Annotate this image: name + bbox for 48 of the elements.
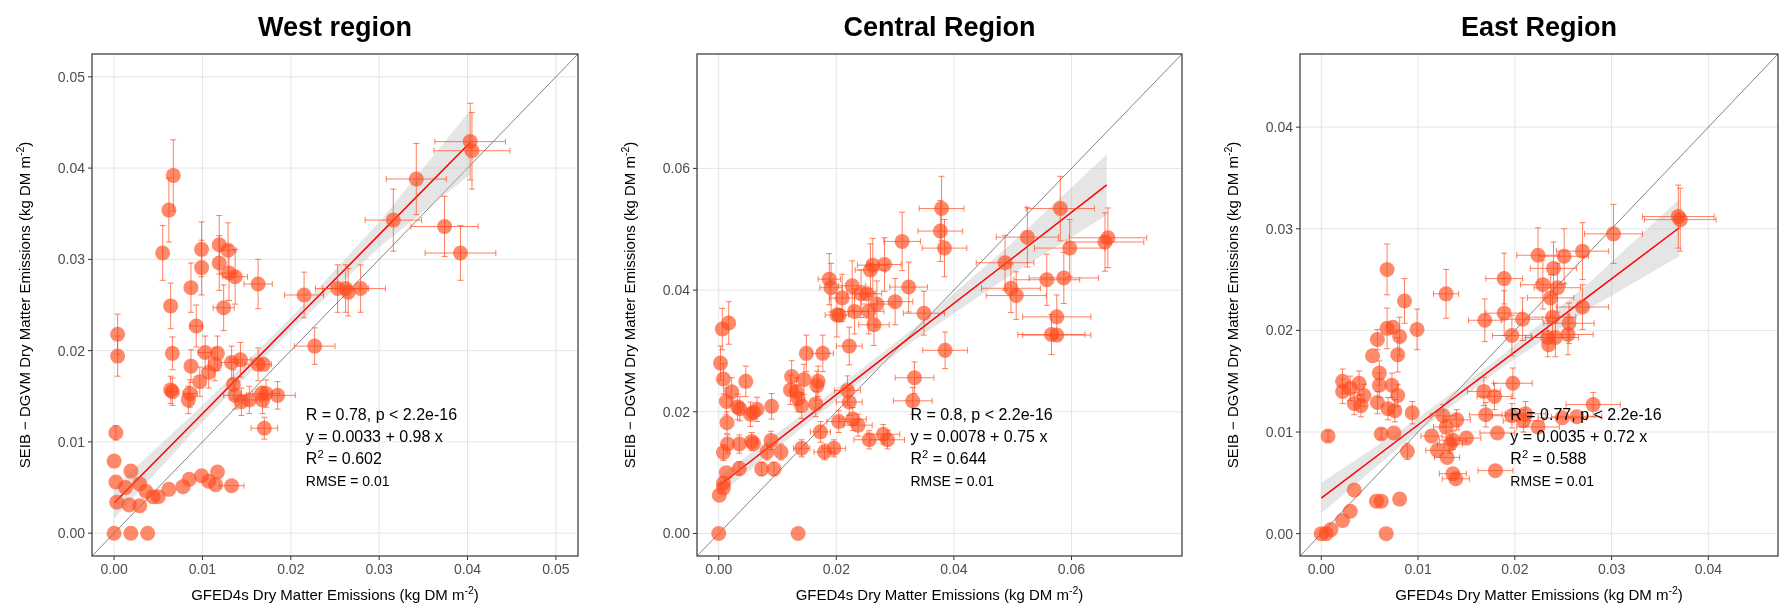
x-tick-label: 0.01 (188, 561, 217, 577)
annotation: RMSE = 0.01 (305, 473, 390, 490)
x-tick-label: 0.04 (453, 561, 482, 577)
y-tick-label: 0.01 (57, 433, 86, 450)
x-axis-title: GFED4s Dry Matter Emissions (kg DM m$^{-2}$) (795, 584, 1084, 603)
x-axis-title: GFED4s Dry Matter Emissions (kg DM m$^{-2}$) (191, 584, 479, 603)
y-tick-label: 0.03 (57, 251, 86, 268)
y-tick-label: 0.04 (57, 160, 86, 177)
y-tick-label: 0.01 (1265, 424, 1294, 441)
annotation: RMSE = 0.01 (910, 473, 995, 490)
x-axis-title: GFED4s Dry Matter Emissions (kg DM m$^{-2}$) (1395, 584, 1683, 603)
y-tick-label: 0.04 (1265, 119, 1294, 136)
chart-title: East Region (1460, 12, 1618, 42)
annotation: R = 0.78, p < 2.2e-16 (305, 406, 458, 424)
y-tick-label: 0.00 (57, 525, 86, 542)
annotation: y = 0.0035 + 0.72 x (1510, 428, 1648, 446)
y-tick-label: 0.03 (1265, 220, 1294, 237)
y-tick-label: 0.02 (662, 403, 691, 420)
x-tick-label: 0.06 (1057, 561, 1086, 577)
annotation: R = 0.77, p < 2.2e-16 (1510, 406, 1662, 424)
chart-title: Central Region (843, 12, 1036, 42)
x-tick-label: 0.03 (365, 561, 394, 577)
annotation: R$^{2}$ = 0.588 (1510, 448, 1587, 468)
x-tick-label: 0.02 (1501, 561, 1529, 577)
x-tick-label: 0.04 (1694, 561, 1723, 577)
annotation: R$^{2}$ = 0.602 (305, 448, 383, 468)
x-tick-label: 0.04 (940, 561, 968, 577)
x-tick-label: 0.00 (100, 561, 128, 577)
y-tick-label: 0.05 (57, 68, 86, 85)
y-tick-label: 0.04 (662, 282, 691, 299)
x-tick-label: 0.00 (1307, 561, 1336, 577)
x-tick-label: 0.02 (822, 561, 851, 577)
x-tick-label: 0.02 (277, 561, 305, 577)
annotation: RMSE = 0.01 (1510, 473, 1595, 490)
annotation: R$^{2}$ = 0.644 (910, 448, 987, 468)
y-tick-label: 0.06 (662, 160, 691, 177)
x-tick-label: 0.00 (705, 561, 733, 577)
y-tick-label: 0.02 (57, 342, 86, 359)
x-tick-label: 0.03 (1597, 561, 1626, 577)
annotation: y = 0.0078 + 0.75 x (910, 428, 1048, 446)
annotation: R = 0.8, p < 2.2e-16 (910, 406, 1053, 424)
chart-title: West region (257, 12, 413, 42)
annotation: y = 0.0033 + 0.98 x (305, 428, 443, 446)
y-tick-label: 0.00 (1265, 525, 1294, 542)
x-tick-label: 0.05 (542, 561, 570, 577)
y-tick-label: 0.02 (1265, 322, 1294, 339)
y-tick-label: 0.00 (662, 525, 691, 542)
x-tick-label: 0.01 (1404, 561, 1432, 577)
